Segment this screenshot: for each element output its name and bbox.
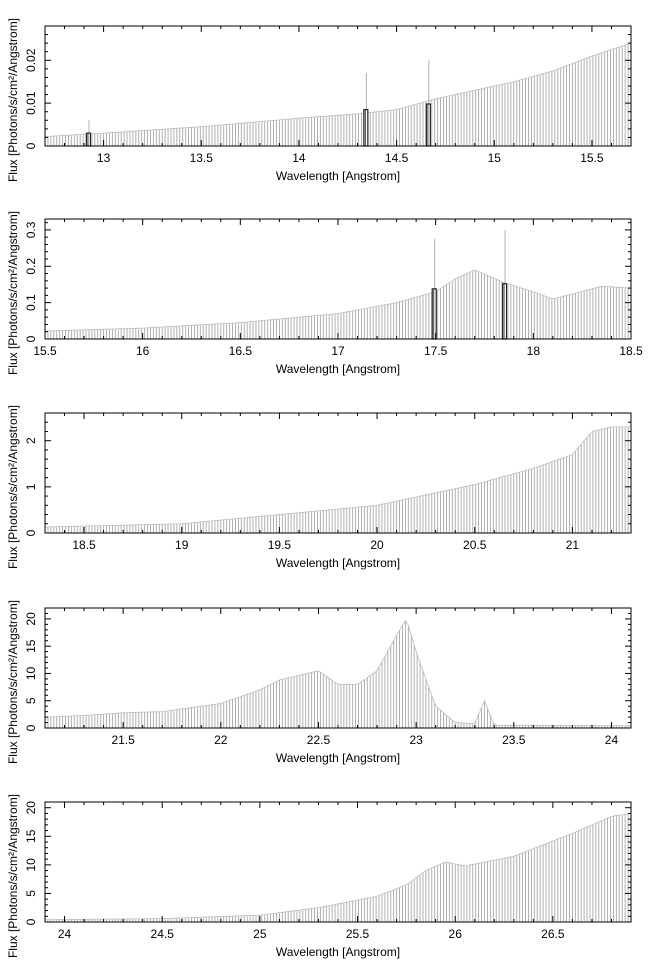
spectrum-envelope: [44, 269, 632, 332]
x-tick-label: 16: [136, 344, 150, 358]
y-axis: 0 5 10 15 20 Flux [Photons/s/cm²/Angstrom]: [6, 600, 631, 764]
x-tick-label: 24: [605, 733, 619, 747]
spectrum-bars: [44, 426, 632, 533]
x-tick-label: 13.5: [190, 151, 214, 165]
x-tick-label: 21: [566, 538, 580, 552]
x-tick-label: 16.5: [229, 344, 253, 358]
x-axis: 21.5 22 22.5 23 23.5 24 Wavelength [Angstrom]: [44, 608, 632, 765]
x-axis-label: Wavelength [Angstrom]: [276, 169, 400, 183]
line-feature-2: [363, 73, 369, 147]
spectrum-bars: [44, 270, 632, 339]
x-tick-label: 22: [214, 733, 228, 747]
y-tick-label: 2: [24, 437, 38, 444]
y-tick-label: 0.01: [24, 91, 38, 115]
line-feature-1: [85, 120, 92, 147]
x-axis-label: Wavelength [Angstrom]: [276, 751, 400, 765]
y-tick-label: 15: [24, 829, 38, 843]
x-tick-label: 23: [409, 733, 423, 747]
x-tick-label: 25: [253, 927, 267, 941]
x-tick-label: 25.5: [346, 927, 370, 941]
y-tick-label: 0.2: [24, 258, 38, 275]
x-axis-label: Wavelength [Angstrom]: [276, 945, 400, 959]
x-tick-label: 18.5: [619, 344, 643, 358]
y-axis: 0 5 10 15 20 Flux [Photons/s/cm²/Angstrom]: [6, 794, 631, 958]
x-tick-label: 21.5: [111, 733, 135, 747]
y-tick-label: 0.02: [24, 48, 38, 72]
spectrum-bars: [44, 813, 632, 922]
y-axis: 0 0.1 0.2 0.3 Flux [Photons/s/cm²/Angstrom]: [6, 211, 631, 375]
y-axis: 0 1 2 Flux [Photons/s/cm²/Angstrom]: [6, 405, 631, 569]
x-tick-label: 20.5: [463, 538, 487, 552]
x-tick-label: 15.5: [580, 151, 604, 165]
y-tick-label: 10: [24, 858, 38, 872]
spectrum-envelope: [44, 426, 631, 528]
line-feature-1: [431, 239, 437, 340]
spectrum-bars: [44, 620, 632, 728]
y-tick-label: 10: [24, 666, 38, 680]
x-axis-label: Wavelength [Angstrom]: [276, 556, 400, 570]
x-tick-label: 15: [488, 151, 502, 165]
spectrum-envelope: [44, 813, 632, 921]
x-axis: 18.5 19 19.5 20 20.5 21 Wavelength [Angstrom]: [44, 413, 632, 570]
x-tick-label: 23.5: [502, 733, 526, 747]
x-tick-label: 18.5: [72, 538, 96, 552]
y-tick-label: 0: [24, 918, 38, 925]
y-axis-label: Flux [Photons/s/cm²/Angstrom]: [6, 18, 20, 182]
y-tick-label: 20: [24, 612, 38, 626]
y-axis-label: Flux [Photons/s/cm²/Angstrom]: [6, 794, 20, 958]
y-axis: 0 0.01 0.02 Flux [Photons/s/cm²/Angstrom]: [6, 18, 631, 182]
y-tick-label: 0: [24, 724, 38, 731]
spectrum-bars: [44, 43, 632, 146]
line-feature-2: [501, 229, 508, 340]
y-axis-label: Flux [Photons/s/cm²/Angstrom]: [6, 211, 20, 375]
x-tick-label: 19.5: [268, 538, 292, 552]
chart-panel-2: 15.5 16 16.5 17 17.5 18 18.5 Wavelength [Angstr…: [6, 211, 643, 376]
y-axis-label: Flux [Photons/s/cm²/Angstrom]: [6, 405, 20, 569]
x-tick-label: 26: [449, 927, 463, 941]
line-feature-3: [425, 60, 431, 147]
y-tick-label: 0: [24, 335, 38, 342]
x-axis: 15.5 16 16.5 17 17.5 18 18.5 Wavelength [Angstr…: [33, 219, 643, 376]
x-axis: 13 13.5 14 14.5 15 15.5 Wavelength [Angstrom]: [44, 26, 632, 183]
x-tick-label: 20: [370, 538, 384, 552]
y-tick-label: 5: [24, 890, 38, 897]
y-tick-label: 1: [24, 483, 38, 490]
y-tick-label: 0.1: [24, 294, 38, 311]
x-tick-label: 18: [527, 344, 541, 358]
x-tick-label: 24.5: [151, 927, 175, 941]
x-axis: 24 24.5 25 25.5 26 26.5 Wavelength [Angstrom]: [44, 802, 632, 959]
y-tick-label: 15: [24, 639, 38, 653]
y-tick-label: 0: [24, 529, 38, 536]
y-axis-label: Flux [Photons/s/cm²/Angstrom]: [6, 600, 20, 764]
y-tick-label: 0.3: [24, 221, 38, 238]
y-tick-label: 20: [24, 801, 38, 815]
x-tick-label: 17.5: [424, 344, 448, 358]
x-tick-label: 14: [292, 151, 306, 165]
spectrum-envelope: [44, 42, 632, 137]
x-axis-label: Wavelength [Angstrom]: [276, 362, 400, 376]
x-tick-label: 26.5: [541, 927, 565, 941]
x-tick-label: 15.5: [33, 344, 57, 358]
y-tick-label: 5: [24, 697, 38, 704]
x-tick-label: 17: [331, 344, 345, 358]
y-tick-label: 0: [24, 142, 38, 149]
x-tick-label: 24: [58, 927, 72, 941]
x-tick-label: 14.5: [385, 151, 409, 165]
x-tick-label: 19: [175, 538, 189, 552]
x-tick-label: 13: [97, 151, 111, 165]
x-tick-label: 22.5: [307, 733, 331, 747]
